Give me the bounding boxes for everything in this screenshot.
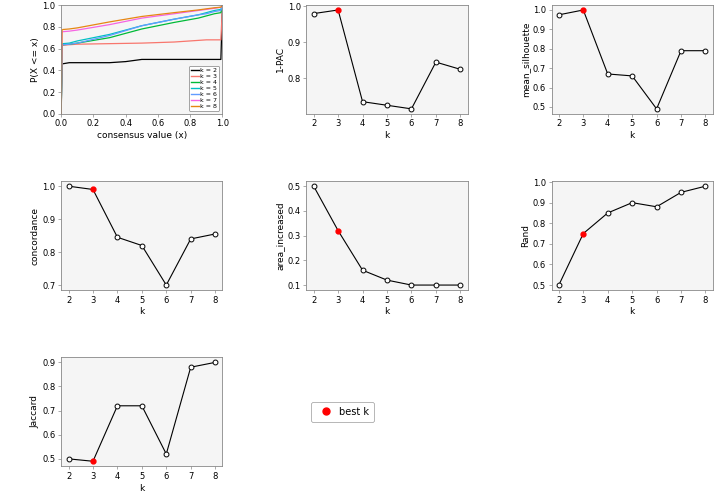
Y-axis label: Rand: Rand bbox=[521, 224, 530, 247]
Y-axis label: concordance: concordance bbox=[31, 207, 40, 265]
Legend: best k: best k bbox=[311, 402, 374, 422]
X-axis label: k: k bbox=[384, 131, 390, 140]
X-axis label: k: k bbox=[139, 483, 145, 492]
Y-axis label: 1-PAC: 1-PAC bbox=[276, 46, 285, 73]
Y-axis label: mean_silhouette: mean_silhouette bbox=[521, 22, 530, 97]
Y-axis label: Jaccard: Jaccard bbox=[31, 395, 40, 428]
X-axis label: k: k bbox=[629, 307, 635, 317]
Legend: k = 2, k = 3, k = 4, k = 5, k = 6, k = 7, k = 8: k = 2, k = 3, k = 4, k = 5, k = 6, k = 7… bbox=[189, 66, 220, 111]
X-axis label: k: k bbox=[139, 307, 145, 317]
Y-axis label: P(X <= x): P(X <= x) bbox=[31, 37, 40, 82]
Y-axis label: area_increased: area_increased bbox=[276, 201, 285, 270]
X-axis label: consensus value (x): consensus value (x) bbox=[96, 131, 187, 140]
X-axis label: k: k bbox=[629, 131, 635, 140]
X-axis label: k: k bbox=[384, 307, 390, 317]
